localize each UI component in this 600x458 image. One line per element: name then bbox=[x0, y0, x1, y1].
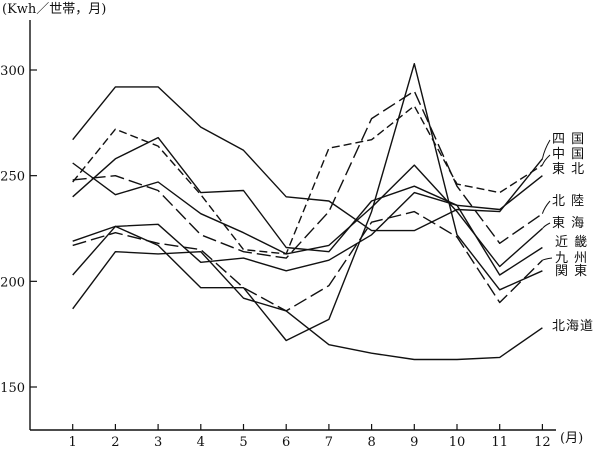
x-unit-label: (月) bbox=[560, 431, 583, 446]
x-tick-label: 6 bbox=[282, 435, 290, 450]
x-tick-label: 4 bbox=[197, 435, 205, 450]
x-tick-label: 12 bbox=[534, 435, 551, 450]
legend-leader-line bbox=[541, 222, 551, 229]
legend-leader-line bbox=[541, 154, 551, 166]
y-tick-label: 150 bbox=[0, 381, 25, 396]
legend-label: 東 北 bbox=[552, 161, 585, 177]
y-tick-label: 250 bbox=[0, 170, 25, 185]
legend-label: 近 畿 bbox=[555, 235, 588, 250]
series-line-5 bbox=[72, 162, 543, 268]
series-line-4 bbox=[72, 90, 543, 259]
legend-leader-line bbox=[541, 200, 551, 214]
y-tick-label: 200 bbox=[0, 275, 25, 290]
legend-label: 北海道 bbox=[552, 319, 594, 334]
legend-label: 四 国 bbox=[552, 132, 585, 147]
series-line-6 bbox=[72, 191, 543, 276]
x-tick-label: 2 bbox=[111, 435, 119, 450]
legend-label: 北 陸 bbox=[552, 193, 585, 209]
series-line-9 bbox=[72, 250, 543, 361]
series-line-8 bbox=[72, 63, 543, 342]
x-tick-label: 8 bbox=[367, 435, 375, 450]
x-tick-label: 1 bbox=[69, 435, 77, 450]
legend-leader-line bbox=[542, 257, 553, 261]
x-tick-label: 11 bbox=[491, 435, 508, 450]
y-ticks: 150 200 250 300 bbox=[0, 64, 37, 396]
x-tick-label: 5 bbox=[239, 435, 247, 450]
x-tick-label: 10 bbox=[449, 435, 466, 450]
legend-leader-line bbox=[541, 139, 551, 159]
legend-label: 東 海 bbox=[552, 215, 585, 231]
x-tick-label: 3 bbox=[154, 435, 162, 450]
legend-label: 中 国 bbox=[552, 147, 585, 162]
legend-label: 関 東 bbox=[555, 263, 588, 279]
legend-label: 九 州 bbox=[555, 251, 588, 266]
y-tick-label: 300 bbox=[0, 64, 25, 79]
series-line-1 bbox=[72, 86, 543, 232]
series-line-7 bbox=[72, 210, 543, 312]
y-unit-label: (Kwh／世帯，月) bbox=[2, 2, 106, 17]
series-group bbox=[72, 63, 543, 361]
x-tick-label: 9 bbox=[410, 435, 418, 450]
x-ticks: 1 2 3 4 5 6 7 8 9 10 11 12 bbox=[69, 424, 551, 450]
x-tick-label: 7 bbox=[325, 435, 333, 450]
